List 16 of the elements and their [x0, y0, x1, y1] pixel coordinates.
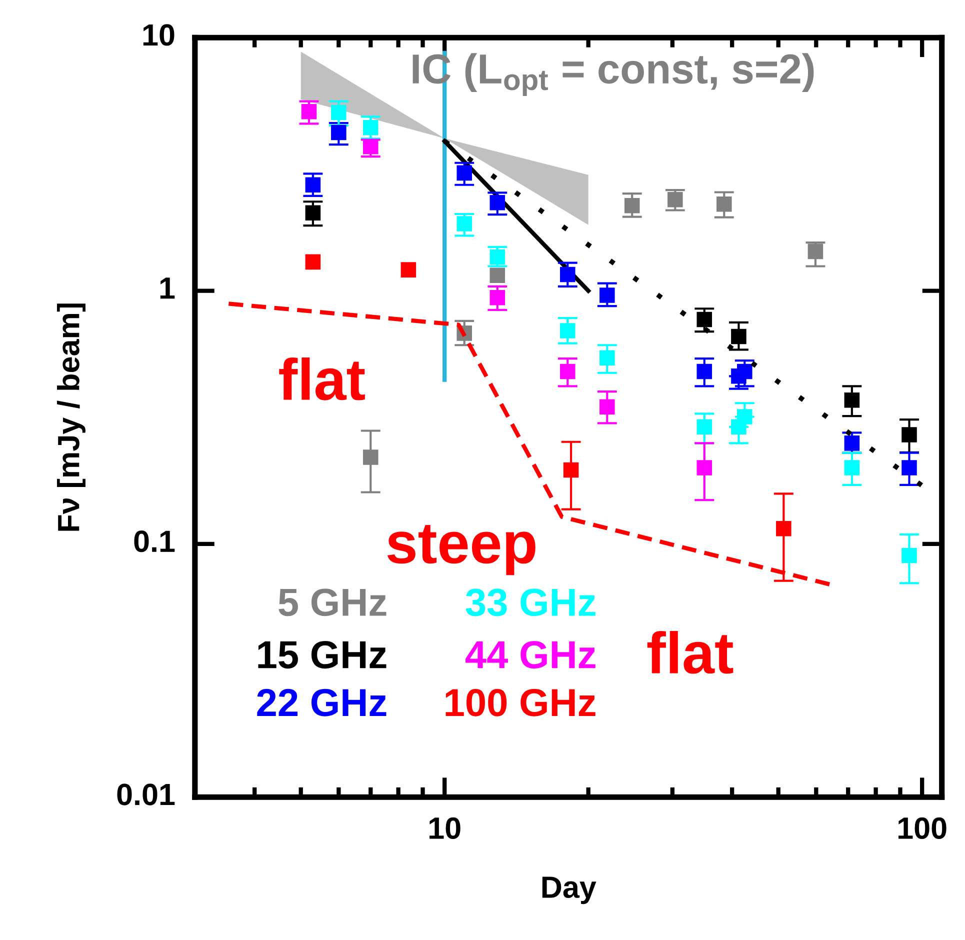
text: 22 GHz	[257, 688, 386, 716]
text: 44 GHz	[466, 641, 596, 669]
y-tick-label: 0.1	[134, 530, 175, 552]
y-axis-title: Fν [mJy / beam]	[56, 304, 86, 531]
y-tick-label: 1	[160, 278, 175, 299]
y-tick-label: 10	[143, 24, 174, 46]
x-axis-title: Day	[542, 876, 596, 904]
y-tick-label: 0.01	[117, 784, 175, 806]
annotation: steep	[387, 525, 536, 576]
text: 5 GHz	[278, 588, 386, 616]
annotation: flat	[279, 358, 365, 400]
x-tick-label: 100	[898, 817, 946, 840]
text: 33 GHz	[466, 588, 596, 616]
text: 15 GHz	[258, 641, 386, 669]
text: 100 GHz	[446, 688, 596, 716]
annotation: flat	[647, 630, 734, 674]
